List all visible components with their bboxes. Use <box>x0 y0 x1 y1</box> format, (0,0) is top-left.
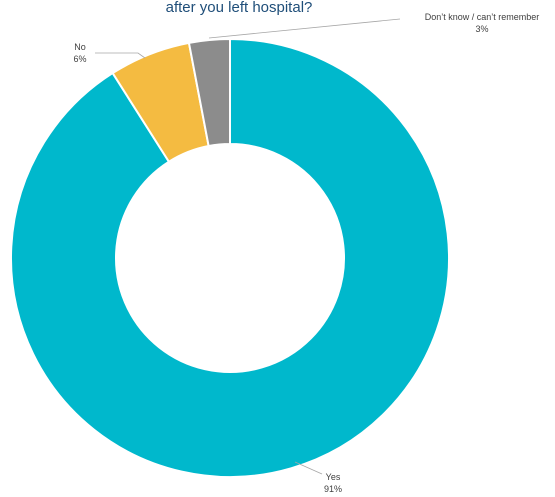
no-slice-label: No <box>74 42 86 52</box>
slice-yes <box>10 37 450 478</box>
slice-don-t-know-can-t-remember <box>187 37 231 148</box>
chart-title: after you left hospital? <box>166 0 313 16</box>
donut-slices <box>10 37 450 478</box>
yes-slice-label: Yes <box>326 472 341 482</box>
no-leader-line <box>95 52 146 59</box>
yes-slice-value: 91% <box>324 484 342 494</box>
dont-know-slice-value: 3% <box>475 24 488 34</box>
yes-leader-line <box>294 461 323 475</box>
no-slice-value: 6% <box>73 54 86 64</box>
dont-know-leader-line <box>208 18 401 39</box>
dont-know-slice-label: Don’t know / can’t remember <box>425 12 540 22</box>
